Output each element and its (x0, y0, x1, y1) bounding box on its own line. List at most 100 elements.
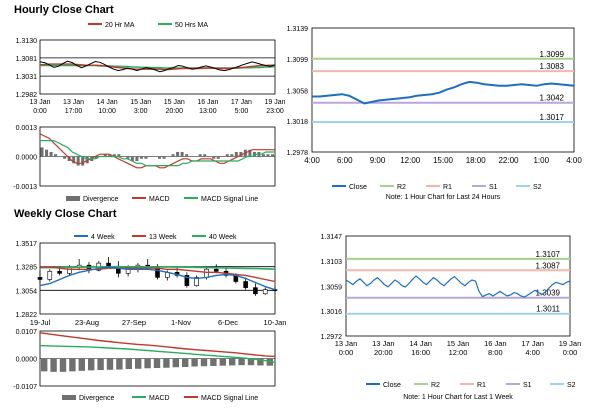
hourly-pivot-legend-r1: R1 (443, 184, 452, 191)
weekly-candle-body (243, 281, 248, 288)
weekly-macd-divergence-bar (144, 358, 151, 369)
hourly-price-xtick-time: 3:00 (134, 108, 148, 115)
hourly-macd-divergence-bar (198, 154, 202, 157)
hourly-price-xtick: 17 Jan (231, 99, 252, 106)
weekly-pivot-note: Note: 1 Hour Chart for Last 1 Week (403, 394, 513, 401)
hourly-price-xtick-time: 13:00 (199, 108, 217, 115)
hourly-macd-divergence-bar (203, 154, 207, 157)
hourly-macd-divergence-bar (45, 149, 49, 157)
weekly-pivot-close-line (345, 275, 571, 298)
weekly-legend-signal: MACD Signal Line (201, 395, 258, 402)
weekly-macd-divergence-bar (69, 358, 76, 372)
hourly-pivot-legend-s2: S2 (533, 184, 542, 191)
hourly-macd-divergence-bar (117, 154, 121, 157)
hourly-price-xtick-time: 20:00 (166, 108, 184, 115)
weekly-macd-divergence-bar (116, 358, 123, 370)
weekly-macd-ytick: 0.0000 (16, 357, 38, 364)
hourly-macd-signal-line (40, 140, 275, 167)
weekly-pivot-xtick: 19 Jan (559, 339, 582, 348)
weekly-pivot-xtick: 13 Jan (372, 339, 395, 348)
weekly-price-ytick: 1.3517 (16, 241, 38, 248)
weekly-macd-divergence-bar (172, 358, 179, 368)
hourly-pivot-note: Note: 1 Hour Chart for Last 24 Hours (386, 194, 501, 201)
hourly-macd-divergence-bar (139, 156, 143, 159)
hourly-macd-divergence-bar (144, 156, 148, 159)
weekly-section-title: Weekly Close Chart (14, 208, 117, 220)
hourly-macd-divergence-bar (130, 156, 134, 162)
weekly-pivot-xtick-time: 4:00 (525, 348, 540, 357)
hourly-pivot-legend-s1: S1 (489, 184, 498, 191)
hourly-pivot-xtick: 1:00 (533, 156, 549, 165)
hourly-macd-divergence-bar (176, 151, 180, 157)
hourly-macd-divergence-bar (261, 154, 265, 157)
hourly-macd-divergence-bar (112, 154, 116, 157)
hourly-pivot-xtick: 4:00 (566, 156, 582, 165)
hourly-pivot-xtick: 4:00 (304, 156, 320, 165)
hourly-pivot-level-label-r2: 1.3099 (540, 50, 565, 59)
hourly-pivot-level-label-r1: 1.3083 (540, 62, 565, 71)
weekly-candle-body (253, 287, 258, 295)
weekly-macd-divergence-bar (41, 358, 48, 372)
weekly-pivot-level-label-s1: 1.3039 (536, 289, 561, 298)
weekly-candle-body (57, 270, 62, 274)
hourly-macd-divergence-bar (135, 156, 139, 162)
hourly-pivot-plot-area (311, 27, 575, 153)
weekly-macd-divergence-bar (97, 358, 104, 371)
weekly-candle-body (194, 277, 199, 286)
weekly-pivot-xtick: 15 Jan (447, 339, 470, 348)
weekly-candle-body (184, 275, 190, 286)
hourly-section-title: Hourly Close Chart (14, 4, 114, 16)
hourly-pivot-legend-r2: R2 (397, 184, 406, 191)
hourly-macd-divergence-bar (162, 156, 166, 159)
hourly-pivot-ytick: 1.3018 (287, 119, 309, 126)
weekly-price-xtick: 23-Aug (75, 318, 99, 327)
weekly-pivot-xtick-time: 0:00 (563, 348, 578, 357)
weekly-macd-divergence-bar (238, 358, 245, 366)
weekly-pivot-xtick-time: 12:00 (449, 348, 468, 357)
hourly-price-xtick-time: 17:00 (65, 108, 83, 115)
hourly-legend-macd: MACD (149, 196, 170, 203)
hourly-pivot-xtick: 12:00 (400, 156, 421, 165)
weekly-price-xtick: 27-Sep (122, 318, 146, 327)
hourly-macd-divergence-bar (230, 154, 234, 157)
weekly-pivot-ytick: 1.3147 (321, 234, 343, 241)
hourly-macd-divergence-bar (158, 156, 162, 159)
weekly-macd-line (39, 332, 276, 358)
weekly-candle-body (37, 277, 43, 280)
weekly-pivot-xtick-time: 0:00 (339, 348, 354, 357)
legend-4-week: 4 Week (91, 234, 115, 241)
hourly-price-xtick-time: 0:00 (33, 108, 47, 115)
weekly-pivot-ytick: 1.3103 (321, 259, 343, 266)
weekly-macd-divergence-bar (191, 358, 198, 367)
hourly-price-ytick: 1.2982 (16, 92, 38, 99)
weekly-pivot-xtick: 17 Jan (521, 339, 544, 348)
weekly-pivot-legend-s1: S1 (523, 382, 532, 389)
hourly-macd-divergence-bar (234, 151, 238, 157)
hourly-price-xtick: 15 Jan (130, 99, 151, 106)
weekly-macd-divergence-bar (200, 358, 208, 367)
weekly-macd-signal-line (39, 344, 276, 364)
weekly-macd-ytick: -0.0107 (13, 384, 37, 391)
hourly-price-xtick: 13 Jan (63, 99, 84, 106)
weekly-macd-divergence-bar (229, 358, 236, 366)
hourly-price-xtick: 13 Jan (29, 99, 50, 106)
hourly-pivot-legend-close: Close (349, 184, 367, 191)
weekly-pivot-level-label-r1: 1.3087 (536, 261, 561, 270)
weekly-macd-divergence-bar (219, 358, 226, 366)
weekly-macd-divergence-bar (153, 358, 161, 369)
weekly-pivot-xtick-time: 16:00 (411, 348, 430, 357)
hourly-macd-divergence-bar (270, 154, 274, 157)
hourly-pivot-ytick: 1.3058 (287, 88, 309, 95)
weekly-candle-body (262, 289, 268, 295)
weekly-price-xtick: 6-Dec (218, 318, 238, 327)
hourly-legend-divergence: Divergence (83, 196, 119, 203)
hourly-pivot-ytick: 1.3099 (287, 57, 309, 64)
weekly-candle-body (213, 268, 219, 272)
weekly-pivot-legend-r1: R1 (477, 382, 486, 389)
weekly-price-xtick: 10-Jan (264, 318, 287, 327)
weekly-pivot-legend-r2: R2 (431, 382, 440, 389)
weekly-pivot-xtick: 13 Jan (335, 339, 358, 348)
hourly-macd-ytick: -0.0013 (13, 184, 37, 191)
hourly-macd-divergence-bar (248, 149, 252, 157)
